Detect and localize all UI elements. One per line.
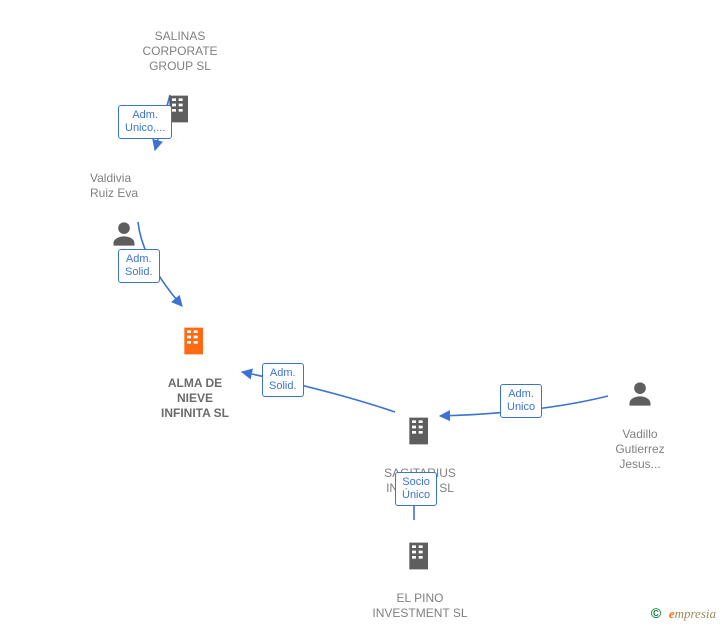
node-vadillo-label: Vadillo Gutierrez Jesus... [585,427,695,472]
node-sagitarius-label: SAGITARIUS INFINITY SL [355,466,485,496]
node-salinas-label: SALINAS CORPORATE GROUP SL [120,29,240,74]
node-alma[interactable]: ALMA DE NIEVE INFINITA SL [135,310,255,436]
watermark: © empresia [651,605,716,622]
person-icon [110,220,138,248]
node-salinas[interactable]: SALINAS CORPORATE GROUP SL [120,10,240,140]
building-icon [404,540,436,572]
node-elpino[interactable]: EL PINO INVESTMENT SL [345,525,495,630]
node-sagitarius[interactable]: SAGITARIUS INFINITY SL [355,400,485,511]
node-valdivia[interactable]: Valdivia Ruiz Eva [90,152,180,263]
edge-label-sagitarius-alma: Adm. Solid. [262,363,304,397]
node-vadillo[interactable]: Vadillo Gutierrez Jesus... [585,365,695,487]
copyright-symbol: © [651,605,661,621]
building-icon [179,325,211,357]
watermark-brand: empresia [669,606,716,621]
person-icon [626,380,654,408]
node-elpino-label: EL PINO INVESTMENT SL [345,591,495,621]
edge-label-vadillo-sagitarius: Adm. Unico [500,384,542,418]
building-icon [404,415,436,447]
building-icon [164,93,196,125]
node-valdivia-label: Valdivia Ruiz Eva [90,171,180,201]
diagram-canvas: SALINAS CORPORATE GROUP SL Valdivia Ruiz… [0,0,728,630]
node-alma-label: ALMA DE NIEVE INFINITA SL [135,376,255,421]
